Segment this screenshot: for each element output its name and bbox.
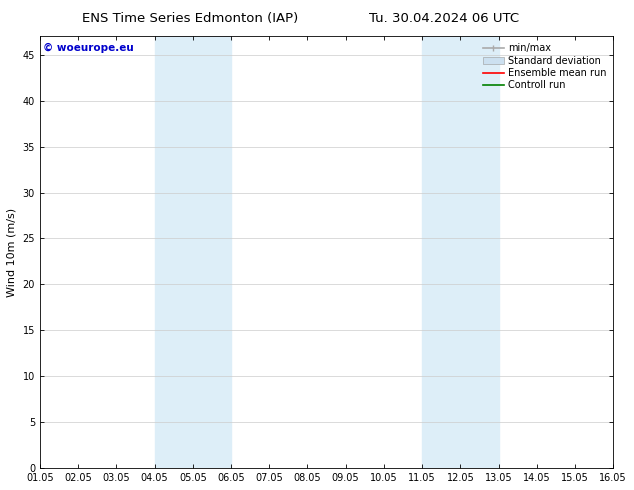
Y-axis label: Wind 10m (m/s): Wind 10m (m/s) bbox=[7, 208, 17, 297]
Text: ENS Time Series Edmonton (IAP): ENS Time Series Edmonton (IAP) bbox=[82, 12, 299, 25]
Text: Tu. 30.04.2024 06 UTC: Tu. 30.04.2024 06 UTC bbox=[369, 12, 519, 25]
Bar bbox=[422, 36, 498, 468]
Bar bbox=[155, 36, 231, 468]
Legend: min/max, Standard deviation, Ensemble mean run, Controll run: min/max, Standard deviation, Ensemble me… bbox=[481, 41, 609, 93]
Text: © woeurope.eu: © woeurope.eu bbox=[42, 43, 134, 53]
